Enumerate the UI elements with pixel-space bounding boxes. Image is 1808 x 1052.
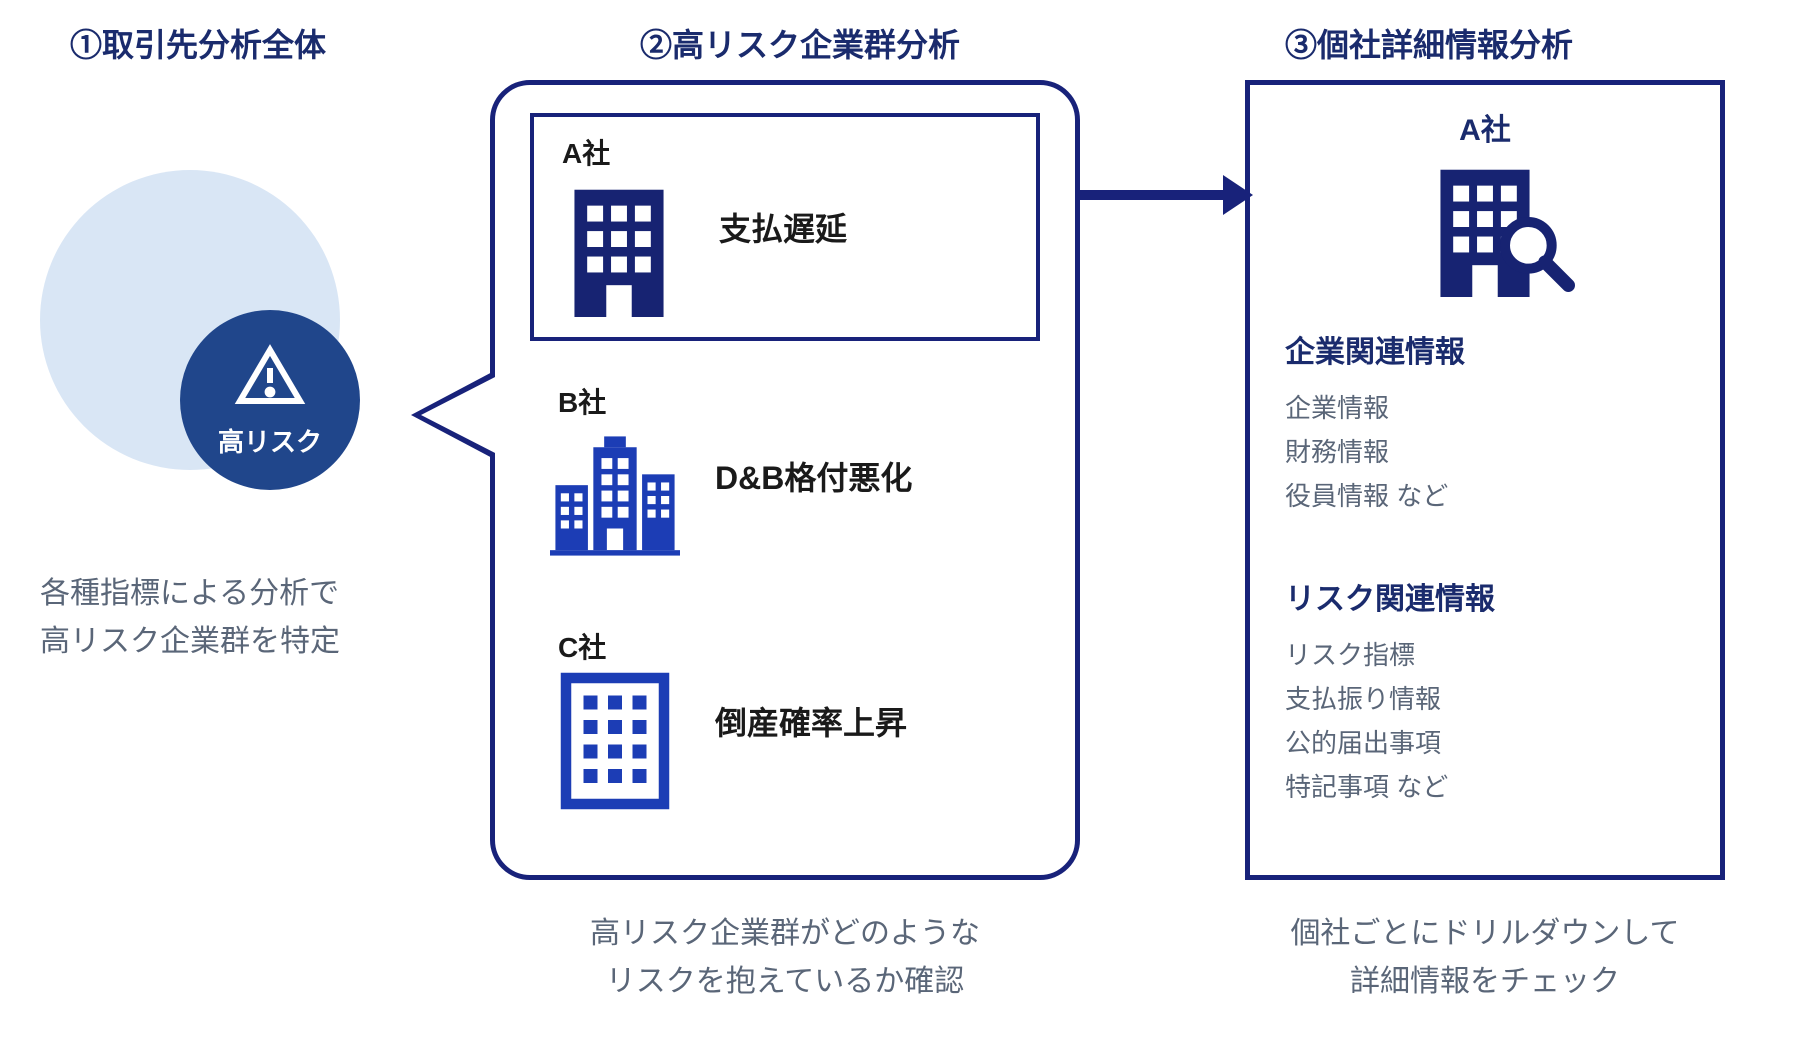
info-item: 公的届出事項 [1285,721,1685,765]
high-risk-group-panel: A社 支払遅延 B社 D&B格付悪化 C社 倒産確率上昇 [490,80,1080,880]
arrow-icon [1080,190,1225,200]
building-icon [550,426,680,571]
company-risk-label: D&B格付悪化 [715,453,912,499]
section-1-description: 各種指標による分析で高リスク企業群を特定 [40,570,340,666]
company-icon-block: C社 [550,626,680,816]
warning-icon [234,341,306,418]
company-card: C社 倒産確率上昇 [530,611,1040,831]
company-risk-label: 支払遅延 [719,204,847,250]
section-2-title: ②高リスク企業群分析 [640,20,960,66]
section-2-description: 高リスク企業群がどのようなリスクを抱えているか確認 [490,910,1080,1006]
section-1-title: ①取引先分析全体 [70,20,326,66]
info-item: 支払振り情報 [1285,677,1685,721]
company-name: B社 [558,381,606,421]
company-card: B社 D&B格付悪化 [530,366,1040,586]
company-name: A社 [562,132,610,172]
detail-icon-row [1285,157,1685,297]
company-icon-block: B社 [550,381,680,571]
info-item: リスク指標 [1285,633,1685,677]
bubble-tail-inner [421,375,499,455]
company-icon-block: A社 [554,132,684,322]
info-item: 特記事項 など [1285,765,1685,809]
high-risk-label: 高リスク [218,422,322,459]
detail-company-name: A社 [1285,105,1685,149]
info-item: 企業情報 [1285,386,1685,430]
section-3-description: 個社ごとにドリルダウンして詳細情報をチェック [1210,910,1760,1006]
info-heading: リスク関連情報 [1285,574,1685,618]
company-card: A社 支払遅延 [530,113,1040,341]
company-detail-panel: A社 企業関連情報企業情報財務情報役員情報 などリスク関連情報リスク指標支払振り… [1245,80,1725,880]
building-icon [554,177,684,322]
high-risk-circle: 高リスク [180,310,360,490]
info-heading: 企業関連情報 [1285,327,1685,371]
info-item: 財務情報 [1285,430,1685,474]
building-icon [550,671,680,816]
magnifier-icon [1495,212,1575,297]
company-risk-label: 倒産確率上昇 [715,698,907,744]
info-item: 役員情報 など [1285,474,1685,518]
section-3-title: ③個社詳細情報分析 [1285,20,1573,66]
company-name: C社 [558,626,606,666]
